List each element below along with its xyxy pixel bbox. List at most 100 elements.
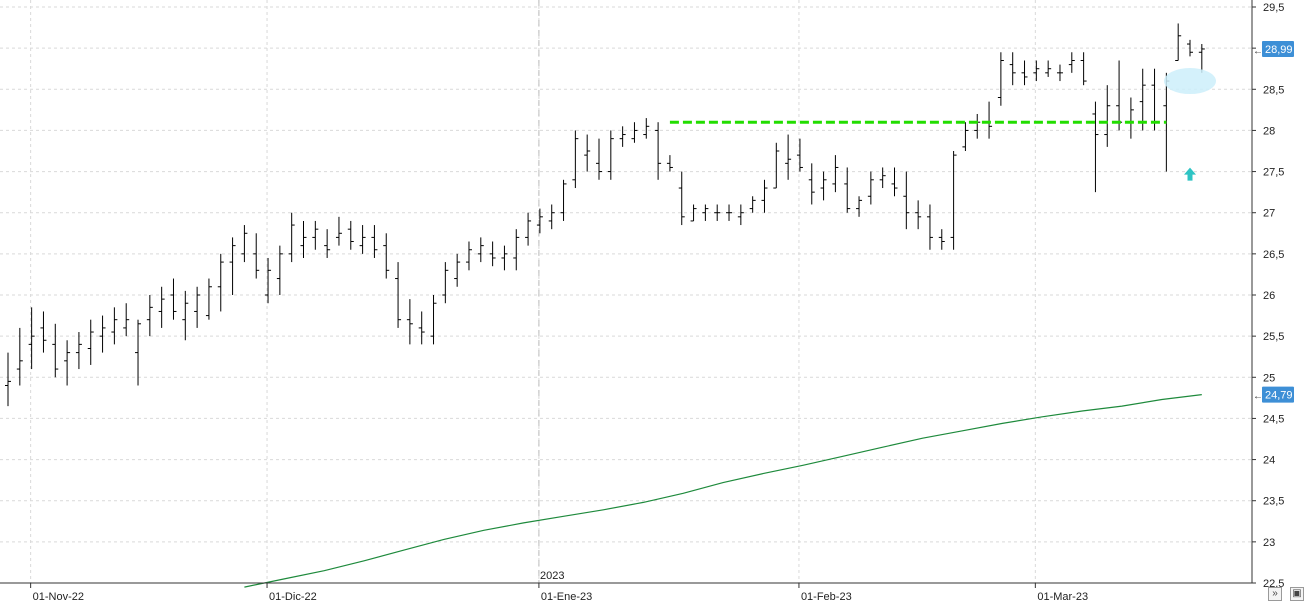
ohlc-bar bbox=[773, 142, 780, 189]
ohlc-bar bbox=[607, 130, 614, 180]
ohlc-bar bbox=[418, 311, 425, 345]
ohlc-bar bbox=[1187, 39, 1193, 57]
ohlc-bar bbox=[454, 253, 461, 287]
year-marker-label: 2023 bbox=[540, 570, 564, 582]
ohlc-bar bbox=[335, 216, 342, 246]
grid-layer bbox=[0, 0, 1252, 584]
ohlc-bar bbox=[690, 204, 697, 222]
ohlc-bar bbox=[631, 122, 638, 143]
ohlc-bar bbox=[28, 307, 35, 370]
ohlc-bar bbox=[903, 171, 910, 230]
y-tick-label: 28 bbox=[1263, 125, 1275, 137]
price-badges-layer: 28,99 24,79 ← ← bbox=[1253, 41, 1294, 403]
ohlc-bar bbox=[5, 352, 11, 407]
ohlc-bar bbox=[135, 319, 142, 386]
ohlc-bar bbox=[465, 241, 472, 271]
ohlc-bar bbox=[158, 286, 165, 328]
ohlc-bar bbox=[324, 229, 331, 258]
ohlc-bar bbox=[111, 307, 118, 345]
ohlc-bar bbox=[525, 212, 532, 246]
ohlc-bar bbox=[1009, 52, 1016, 86]
ohlc-bar bbox=[1092, 101, 1099, 193]
ohlc-bar bbox=[619, 126, 626, 147]
ohlc-bar bbox=[926, 204, 933, 250]
ohlc-bar bbox=[1056, 64, 1063, 82]
price-pointer-icon: ← bbox=[1253, 46, 1263, 57]
x-tick-label: 01-Mar-23 bbox=[1037, 591, 1088, 603]
moving-average-line bbox=[244, 394, 1202, 588]
ohlc-bar bbox=[64, 340, 71, 386]
last-price-value: 28,99 bbox=[1265, 44, 1293, 56]
ohlc-bar bbox=[312, 220, 319, 250]
ohlc-bar bbox=[856, 196, 863, 217]
highlight-ellipse bbox=[1164, 68, 1216, 95]
ohlc-bar bbox=[584, 134, 591, 172]
ohlc-bar bbox=[655, 122, 662, 180]
ohlc-bar bbox=[40, 311, 47, 353]
ohlc-bar bbox=[430, 295, 437, 345]
ohlc-bar bbox=[879, 167, 886, 189]
ohlc-bar bbox=[891, 167, 898, 197]
ohlc-bar bbox=[702, 204, 709, 221]
ohlc-bar bbox=[170, 278, 177, 320]
ohlc-bar bbox=[785, 134, 792, 180]
ohlc-bar bbox=[395, 262, 402, 328]
y-tick-label: 23 bbox=[1263, 537, 1275, 549]
disk-icon[interactable]: ▣ bbox=[1290, 587, 1304, 601]
ohlc-bar bbox=[761, 179, 768, 213]
ohlc-bar bbox=[643, 118, 650, 139]
annotations-layer bbox=[669, 68, 1216, 181]
ohlc-bar bbox=[442, 262, 449, 304]
axes-layer: 2023 bbox=[0, 0, 1253, 584]
ohlc-bar bbox=[406, 299, 413, 345]
ohlc-bar bbox=[796, 138, 803, 172]
up-arrow-icon bbox=[1184, 167, 1196, 181]
moving-average-layer bbox=[244, 394, 1202, 588]
ohlc-bar bbox=[75, 332, 82, 370]
x-tick-label: 01-Feb-23 bbox=[801, 591, 852, 603]
ohlc-bar bbox=[1080, 52, 1087, 86]
ohlc-bar bbox=[347, 220, 354, 250]
ohlc-bar bbox=[1175, 23, 1182, 61]
moving-average-value: 24,79 bbox=[1265, 390, 1293, 402]
ohlc-bar bbox=[489, 241, 496, 267]
ohlc-bar bbox=[1104, 85, 1111, 147]
ohlc-bar bbox=[87, 319, 94, 365]
y-tick-label: 27,5 bbox=[1263, 167, 1284, 179]
double-chevron-down-icon[interactable]: » bbox=[1268, 587, 1282, 601]
ohlc-bar bbox=[276, 245, 283, 295]
y-tick-label: 24 bbox=[1263, 455, 1275, 467]
y-tick-label: 28,5 bbox=[1263, 84, 1284, 96]
ohlc-bar bbox=[820, 171, 827, 201]
y-tick-label: 29,5 bbox=[1263, 2, 1284, 14]
ohlc-bar bbox=[477, 237, 484, 263]
ohlc-bar bbox=[513, 229, 520, 271]
y-tick-label: 23,5 bbox=[1263, 496, 1284, 508]
ohlc-bar bbox=[16, 327, 23, 386]
ohlc-bar bbox=[265, 257, 272, 304]
ohlc-bar bbox=[808, 163, 815, 205]
ohlc-bar bbox=[938, 229, 945, 250]
x-tick-label: 01-Nov-22 bbox=[33, 591, 84, 603]
ohlc-bar bbox=[1068, 52, 1075, 73]
ohlc-bar bbox=[1139, 68, 1146, 131]
ohlc-bars-layer bbox=[5, 23, 1205, 407]
y-tick-label: 25 bbox=[1263, 372, 1275, 384]
ohlc-bar bbox=[726, 204, 733, 221]
ohlc-bar bbox=[749, 196, 756, 213]
ohlc-bar bbox=[146, 295, 153, 337]
ohlc-bar bbox=[867, 171, 874, 205]
ohlc-bar bbox=[359, 225, 366, 254]
ohlc-bar bbox=[501, 245, 508, 271]
ohlc-bar bbox=[123, 303, 130, 337]
y-tick-label: 27 bbox=[1263, 208, 1275, 220]
ohlc-bar bbox=[548, 204, 555, 230]
last-price-badge bbox=[1262, 41, 1294, 57]
ohlc-bar bbox=[194, 286, 201, 328]
ohlc-bar bbox=[99, 315, 106, 353]
ohlc-bar bbox=[1021, 60, 1028, 86]
ohlc-bar bbox=[962, 122, 969, 151]
